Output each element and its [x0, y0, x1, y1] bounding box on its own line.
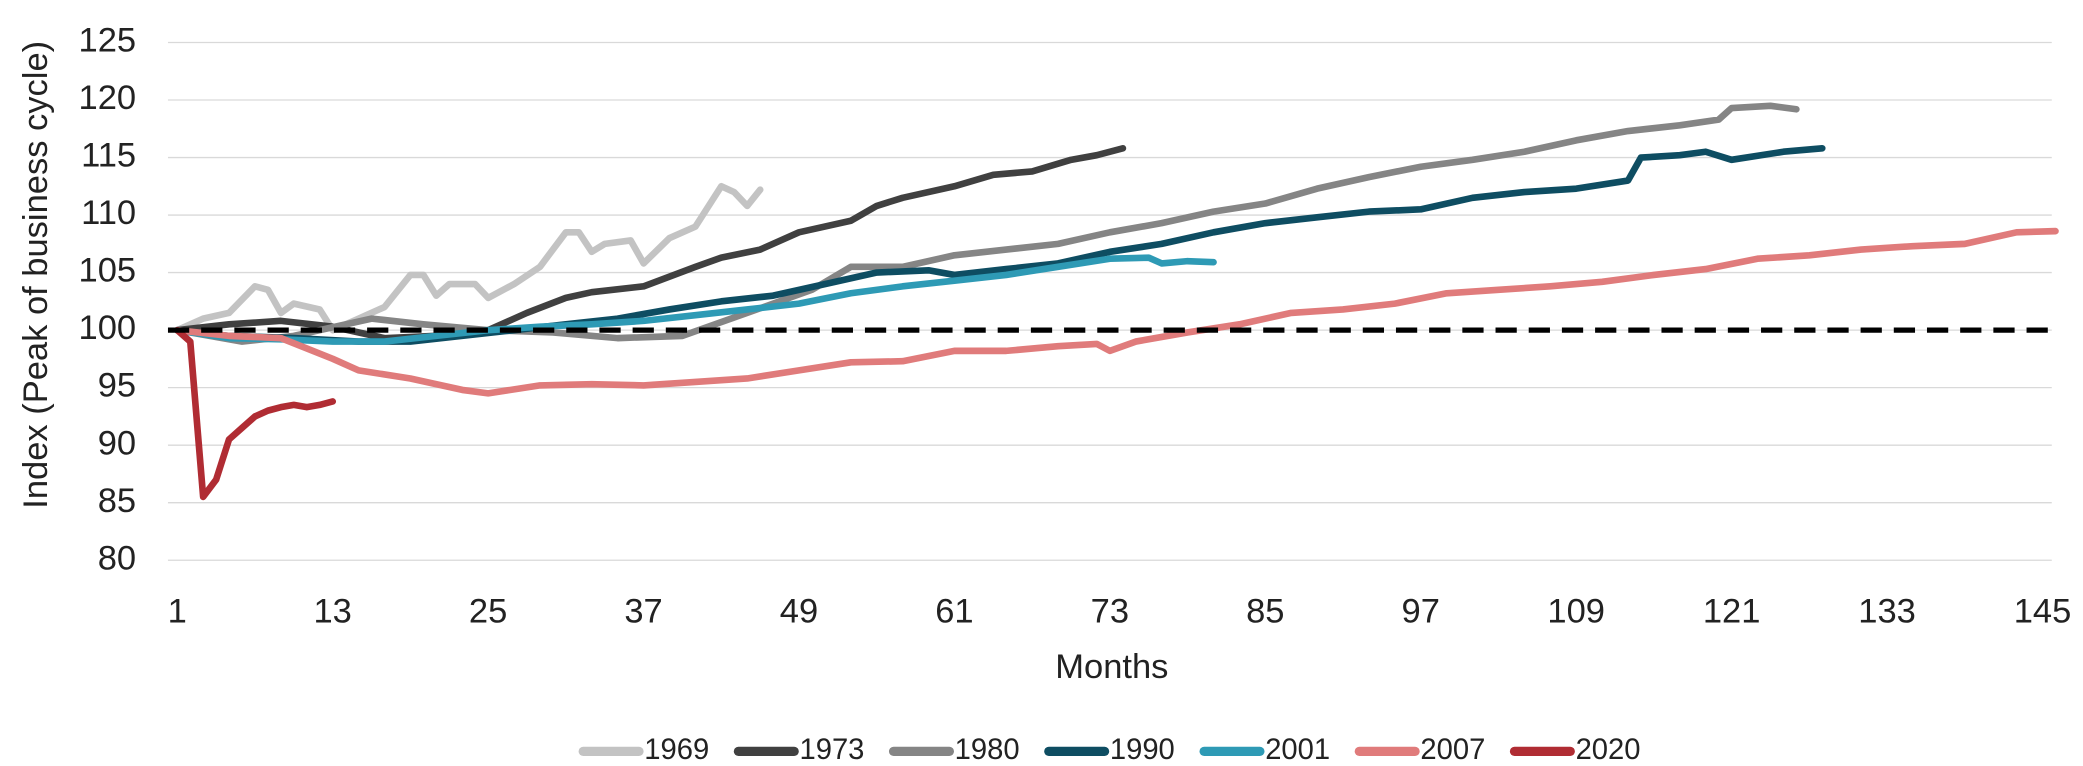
y-tick-label: 110: [81, 194, 136, 232]
legend-item: 1973: [733, 734, 864, 766]
x-tick-label: 85: [1246, 592, 1284, 630]
x-tick-label: 73: [1091, 592, 1129, 630]
legend-item: 1980: [888, 734, 1020, 766]
x-tick-label: 109: [1547, 592, 1605, 630]
legend-item: 1969: [578, 734, 709, 766]
legend-label: 1969: [644, 734, 709, 766]
series-line: [173, 102, 1800, 345]
x-tick-label: 121: [1703, 592, 1761, 630]
x-tick-label: 145: [2014, 592, 2072, 630]
lines: [167, 102, 2059, 501]
legend-item: 2007: [1354, 734, 1485, 766]
y-axis-label: Index (Peak of business cycle): [17, 41, 55, 509]
legend-label: 2001: [1265, 734, 1330, 766]
series-line: [173, 182, 764, 334]
legend: 1969 1973 1980 1990 2001 2007 2020: [578, 734, 1641, 766]
series-line: [173, 144, 1127, 342]
legend-item: 2020: [1509, 734, 1641, 766]
x-tick-label: 49: [780, 592, 818, 630]
y-tick-label: 80: [98, 539, 136, 577]
y-tick-label: 100: [79, 309, 137, 347]
legend-label: 1980: [955, 734, 1020, 766]
x-tick-label: 13: [314, 592, 352, 630]
y-tick-label: 125: [79, 22, 137, 60]
x-tick-label: 37: [624, 592, 662, 630]
x-tick-label: 133: [1858, 592, 1916, 630]
y-tick-label: 120: [79, 79, 137, 117]
grid: [167, 41, 2052, 561]
x-tick-label: 61: [935, 592, 973, 630]
legend-item: 2001: [1199, 734, 1330, 766]
y-tick-label: 115: [81, 137, 136, 175]
y-tick-label: 85: [98, 482, 136, 520]
legend-label: 1990: [1110, 734, 1175, 766]
y-tick-label: 95: [98, 367, 136, 405]
x-tick-label: 1: [168, 592, 187, 630]
series-line: [173, 326, 337, 501]
x-tick-label: 97: [1402, 592, 1440, 630]
legend-label: 2007: [1420, 734, 1485, 766]
series-line: [173, 227, 2059, 397]
y-tick-label: 90: [98, 424, 136, 462]
x-tick-label: 25: [469, 592, 507, 630]
y-tick-label: 105: [79, 252, 137, 290]
series-line: [173, 254, 1217, 345]
legend-item: 1990: [1044, 734, 1175, 766]
legend-label: 1973: [799, 734, 864, 766]
x-axis-label: Months: [1055, 648, 1168, 686]
legend-label: 2020: [1576, 734, 1641, 766]
